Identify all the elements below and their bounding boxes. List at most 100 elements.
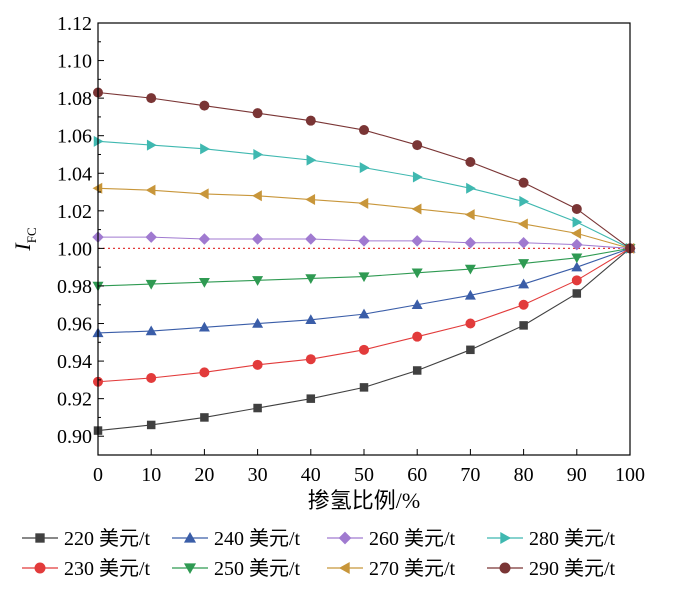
legend-item: 250 美元/t [172,557,301,580]
legend-label: 280 美元/t [529,527,616,550]
x-tick-label: 50 [354,464,374,486]
data-point [146,420,156,430]
x-tick-label: 40 [301,464,321,486]
data-point [518,278,530,289]
data-point [305,354,316,365]
legend-marker [183,531,197,543]
data-point [145,184,156,196]
data-point [358,308,370,319]
x-tick-label: 60 [407,464,427,486]
data-point [146,372,157,383]
y-axis-title-subscript: FC [24,227,39,243]
y-tick-label: 0.94 [57,351,92,373]
data-point [199,367,210,378]
data-point [571,203,582,214]
x-tick-label: 10 [141,464,161,486]
x-tick-label: 90 [567,464,587,486]
data-point [145,279,157,290]
x-tick-label: 30 [248,464,268,486]
legend-marker [34,562,46,574]
data-point [572,289,582,298]
legend-label: 240 美元/t [214,527,301,550]
data-point [145,325,157,336]
data-point [252,359,263,370]
y-tick-label: 1.04 [57,163,92,185]
data-point [411,203,422,215]
data-point [466,345,475,355]
data-point [411,235,423,247]
data-point [571,238,583,251]
legend-label: 230 美元/t [64,557,151,580]
legend-label: 260 美元/t [369,527,456,550]
x-axis-title: 掺氢比例/% [308,488,420,513]
data-point [198,321,210,332]
legend-label: 250 美元/t [214,557,301,580]
data-point [93,135,104,147]
data-point [464,264,476,275]
data-point [359,162,370,174]
data-point [464,237,477,249]
series-5 [92,244,636,292]
y-axis-title: IFC [10,227,39,251]
data-point [145,231,157,243]
data-point [359,383,369,392]
legend-marker [338,561,350,575]
data-point [571,253,583,264]
series-line [97,140,631,249]
data-point [305,233,317,245]
series-0 [93,244,635,435]
legend-item: 220 美元/t [22,527,151,550]
legend-item: 240 美元/t [172,527,301,550]
data-point [518,177,529,188]
data-point [358,272,370,283]
data-point [412,366,422,375]
data-point [252,276,264,286]
data-point [572,216,583,228]
series-1 [92,242,636,338]
data-point [412,171,423,183]
y-tick-label: 0.90 [57,426,92,448]
legend-label: 290 美元/t [529,557,616,580]
data-point [198,277,210,288]
data-point [305,194,316,206]
y-tick-label: 0.96 [57,314,92,336]
legend-label: 270 美元/t [369,557,456,580]
data-point [305,115,316,126]
legend-marker [338,531,352,545]
legend-marker [500,531,512,545]
legend: 220 美元/t 240 美元/t 260 美元/t 280 美元/t 230 美元/t… [22,527,616,580]
data-point [359,125,369,136]
data-point [571,261,583,272]
data-point [306,154,317,166]
data-point [200,143,210,155]
legend-marker [35,533,45,543]
data-point [518,299,529,310]
data-point [199,100,210,111]
data-point [253,148,264,160]
y-tick-label: 1.02 [57,201,92,223]
data-point [466,182,476,194]
data-point [359,344,369,355]
y-tick-label: 1.10 [57,51,92,73]
series-group [92,87,636,435]
data-point [518,218,528,230]
legend-marker [499,562,511,574]
data-point [252,190,262,202]
data-point [146,139,157,151]
legend-item: 270 美元/t [327,557,456,580]
data-point [305,274,317,284]
x-tick-label: 80 [514,464,534,486]
y-axis-title-main: I [10,242,35,252]
data-point [146,93,157,104]
x-tick-label: 70 [460,464,480,486]
data-point [412,140,423,151]
data-point [519,321,528,330]
data-point [519,195,530,207]
y-tick-label: 0.98 [57,276,92,298]
data-point [517,237,530,249]
y-tick-label: 1.12 [57,13,92,35]
legend-label: 220 美元/t [64,527,151,550]
data-point [411,299,423,309]
data-point [358,197,369,209]
